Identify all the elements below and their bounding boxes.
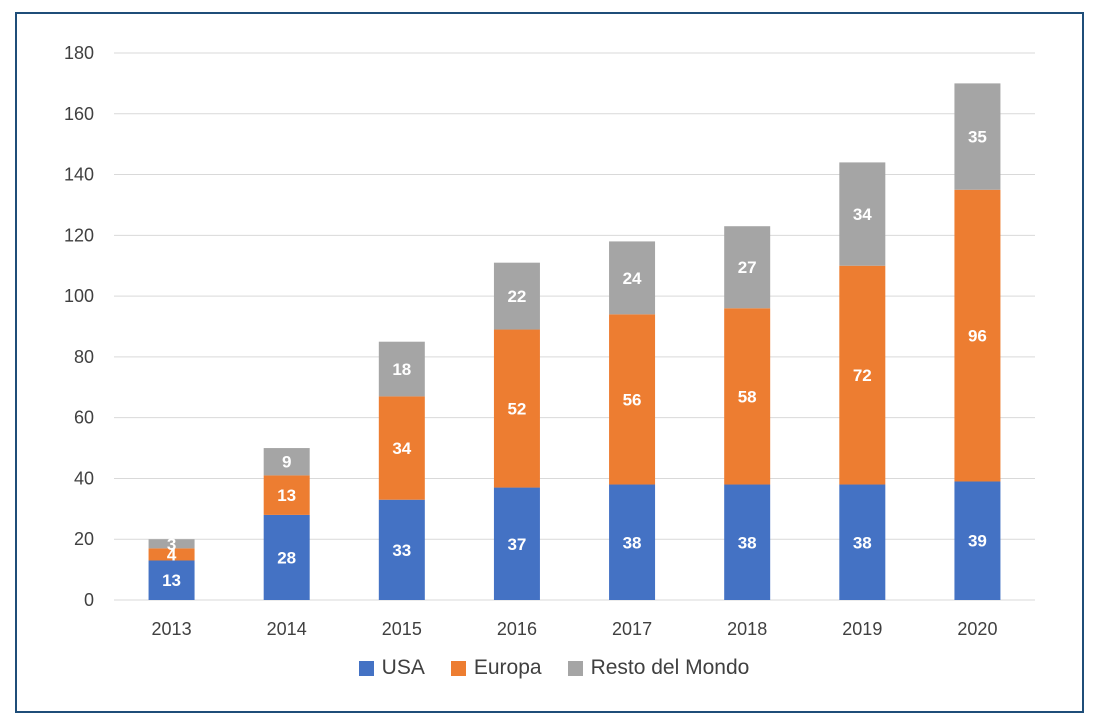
data-label: 35 bbox=[968, 128, 987, 147]
legend-swatch-usa bbox=[358, 660, 374, 676]
gridlines bbox=[114, 52, 1035, 601]
data-label: 72 bbox=[853, 366, 872, 385]
data-label: 52 bbox=[507, 400, 526, 419]
data-label: 96 bbox=[968, 327, 987, 346]
legend-label-resto-del-mondo: Resto del Mondo bbox=[590, 656, 750, 679]
x-tick-label: 2015 bbox=[382, 619, 422, 639]
data-label: 37 bbox=[507, 535, 526, 554]
data-label: 56 bbox=[623, 390, 642, 409]
y-tick-label: 80 bbox=[74, 347, 94, 367]
bar-segment bbox=[724, 308, 771, 485]
bar-segment bbox=[378, 499, 425, 600]
legend-label-usa: USA bbox=[381, 656, 425, 679]
legend-item-europa: Europa bbox=[450, 656, 542, 680]
data-label: 28 bbox=[277, 548, 296, 567]
bar-segment bbox=[609, 484, 656, 600]
bar-segment bbox=[724, 484, 771, 600]
x-tick-label: 2014 bbox=[267, 619, 307, 639]
legend-swatch-resto-del-mondo bbox=[567, 660, 583, 676]
data-label: 34 bbox=[853, 205, 872, 224]
y-tick-label: 0 bbox=[84, 590, 94, 610]
y-tick-label: 100 bbox=[64, 286, 94, 306]
legend-label-europa: Europa bbox=[473, 656, 542, 679]
bar-segment bbox=[263, 475, 310, 515]
legend: USA Europa Resto del Mondo bbox=[0, 656, 1108, 680]
bar-segment bbox=[493, 329, 540, 488]
bar-segment bbox=[839, 265, 886, 485]
y-tick-label: 120 bbox=[64, 225, 94, 245]
data-label: 39 bbox=[968, 532, 987, 551]
bar-segment bbox=[378, 396, 425, 500]
bar-segment bbox=[839, 162, 886, 266]
data-label: 9 bbox=[282, 453, 291, 472]
bar-segment bbox=[954, 83, 1001, 190]
data-label: 18 bbox=[392, 360, 411, 379]
x-tick-label: 2018 bbox=[727, 619, 767, 639]
bar-segment bbox=[609, 314, 656, 485]
data-label: 38 bbox=[623, 533, 642, 552]
x-tick-label: 2020 bbox=[957, 619, 997, 639]
y-tick-label: 20 bbox=[74, 529, 94, 549]
x-tick-label: 2013 bbox=[152, 619, 192, 639]
data-labels: 13 43 28 13 9 33 34 18 37 52 22 38 56 24 38 58 27 38 72 34 3… bbox=[162, 128, 987, 591]
data-label: 13 bbox=[277, 486, 296, 505]
x-tick-label: 2017 bbox=[612, 619, 652, 639]
bar-segment bbox=[724, 226, 771, 309]
legend-swatch-europa bbox=[450, 660, 466, 676]
data-label: 4 bbox=[167, 545, 177, 564]
y-tick-label: 40 bbox=[74, 468, 94, 488]
bar-segment bbox=[263, 514, 310, 600]
legend-item-resto-del-mondo: Resto del Mondo bbox=[567, 656, 750, 680]
bar-segment bbox=[148, 548, 195, 561]
data-label: 24 bbox=[623, 269, 642, 288]
bar-segment bbox=[839, 484, 886, 600]
y-tick-label: 60 bbox=[74, 408, 94, 428]
bar-segment bbox=[148, 539, 195, 549]
bar-segment bbox=[609, 241, 656, 315]
data-label: 22 bbox=[507, 287, 526, 306]
y-tick-label: 160 bbox=[64, 104, 94, 124]
legend-item-usa: USA bbox=[358, 656, 425, 680]
data-label: 27 bbox=[738, 258, 757, 277]
x-axis-ticks: 2013 2014 2015 2016 2017 2018 2019 2020 bbox=[152, 619, 998, 639]
data-label: 3 bbox=[167, 535, 176, 554]
data-label: 38 bbox=[738, 533, 757, 552]
bar-segment bbox=[378, 341, 425, 397]
bars bbox=[148, 83, 1001, 600]
data-label: 33 bbox=[392, 541, 411, 560]
x-tick-label: 2019 bbox=[842, 619, 882, 639]
bar-segment bbox=[148, 560, 195, 600]
y-tick-label: 140 bbox=[64, 165, 94, 185]
bar-segment bbox=[493, 262, 540, 330]
bar-segment bbox=[493, 487, 540, 600]
data-label: 58 bbox=[738, 387, 757, 406]
y-tick-label: 180 bbox=[64, 43, 94, 63]
data-label: 34 bbox=[392, 439, 411, 458]
data-label: 38 bbox=[853, 533, 872, 552]
x-tick-label: 2016 bbox=[497, 619, 537, 639]
bar-segment bbox=[954, 189, 1001, 482]
bar-segment bbox=[954, 481, 1001, 600]
bar-segment bbox=[263, 448, 310, 476]
data-label: 13 bbox=[162, 571, 181, 590]
y-axis-ticks: 0 20 40 60 80 100 120 140 160 180 bbox=[64, 43, 94, 610]
